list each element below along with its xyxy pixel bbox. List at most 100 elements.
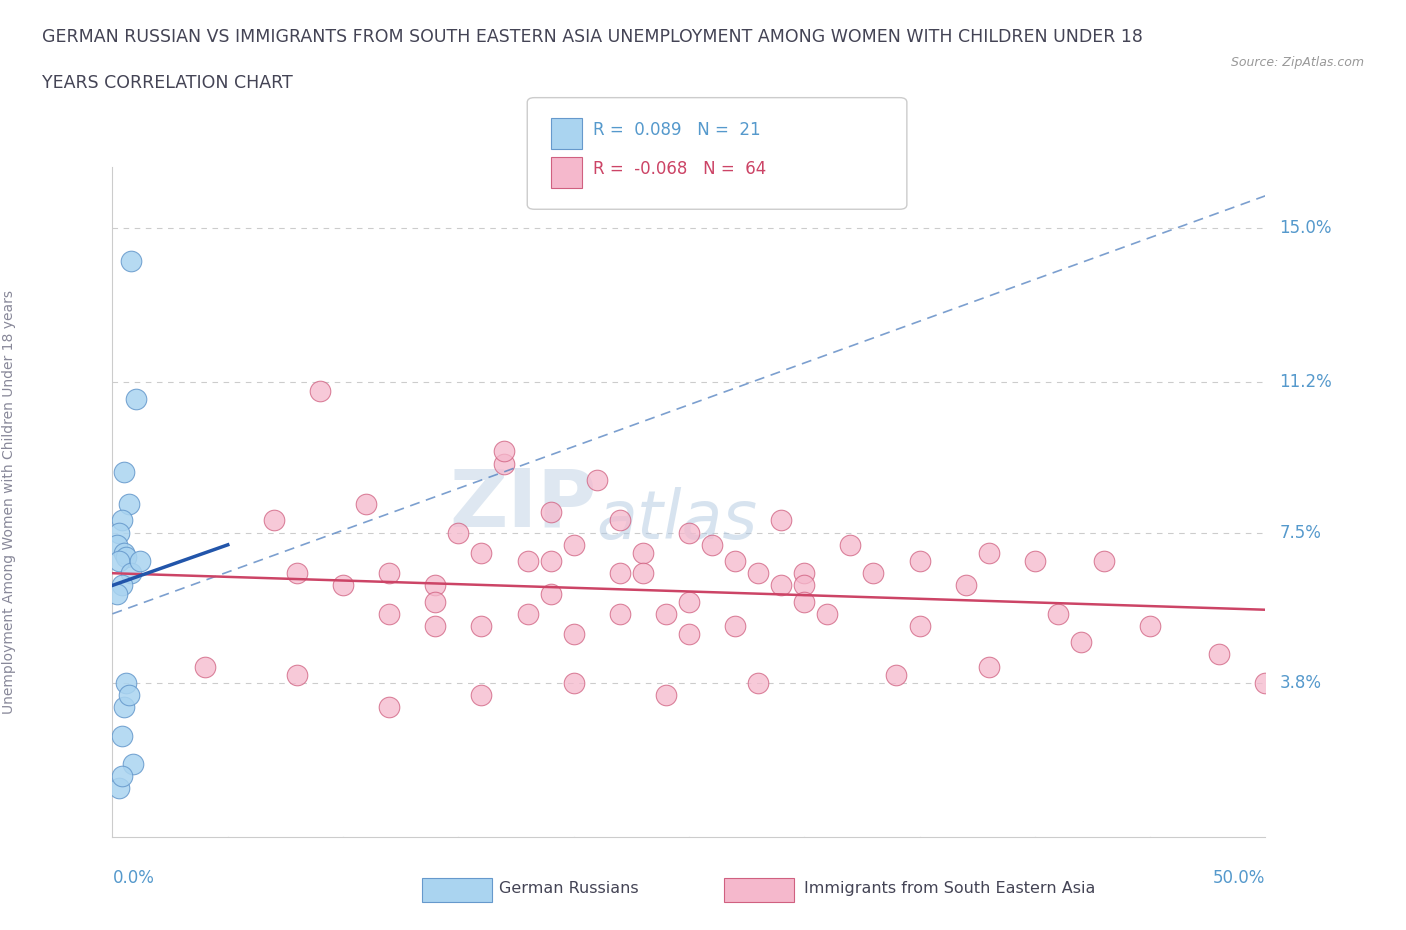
Point bbox=[105, 586, 128, 601]
Point bbox=[111, 513, 134, 528]
Point bbox=[793, 565, 815, 580]
Point bbox=[120, 253, 142, 268]
Point bbox=[770, 513, 793, 528]
Point bbox=[494, 444, 516, 458]
Text: atlas: atlas bbox=[596, 487, 758, 553]
Point bbox=[1092, 553, 1115, 568]
Text: 15.0%: 15.0% bbox=[1279, 219, 1331, 237]
Point bbox=[117, 497, 139, 512]
Text: 0.0%: 0.0% bbox=[112, 870, 155, 887]
Text: Immigrants from South Eastern Asia: Immigrants from South Eastern Asia bbox=[804, 881, 1095, 896]
Text: YEARS CORRELATION CHART: YEARS CORRELATION CHART bbox=[42, 74, 292, 92]
Point bbox=[111, 728, 134, 743]
Point bbox=[263, 513, 285, 528]
Point bbox=[631, 546, 654, 561]
Point bbox=[378, 606, 401, 621]
Text: R =  -0.068   N =  64: R = -0.068 N = 64 bbox=[593, 160, 766, 178]
Point bbox=[332, 578, 354, 592]
Point bbox=[700, 538, 723, 552]
Point bbox=[585, 472, 607, 487]
Point bbox=[540, 553, 562, 568]
Point bbox=[494, 457, 516, 472]
Text: ZIP: ZIP bbox=[450, 465, 596, 543]
Point bbox=[815, 606, 838, 621]
Point bbox=[540, 586, 562, 601]
Point bbox=[793, 578, 815, 592]
Point bbox=[470, 618, 492, 633]
Point bbox=[1254, 675, 1277, 690]
Point bbox=[108, 781, 131, 796]
Point bbox=[724, 618, 747, 633]
Point bbox=[117, 687, 139, 702]
Point bbox=[724, 553, 747, 568]
Point bbox=[609, 606, 631, 621]
Point bbox=[977, 659, 1000, 674]
Point bbox=[111, 769, 134, 784]
Point bbox=[285, 565, 308, 580]
Text: 7.5%: 7.5% bbox=[1279, 524, 1322, 541]
Point bbox=[112, 464, 135, 479]
Point bbox=[540, 505, 562, 520]
Point bbox=[516, 553, 538, 568]
Point bbox=[793, 594, 815, 609]
Text: Unemployment Among Women with Children Under 18 years: Unemployment Among Women with Children U… bbox=[1, 290, 15, 714]
Point bbox=[309, 383, 332, 398]
Text: German Russians: German Russians bbox=[499, 881, 638, 896]
Text: 50.0%: 50.0% bbox=[1213, 870, 1265, 887]
Point bbox=[425, 578, 447, 592]
Text: GERMAN RUSSIAN VS IMMIGRANTS FROM SOUTH EASTERN ASIA UNEMPLOYMENT AMONG WOMEN WI: GERMAN RUSSIAN VS IMMIGRANTS FROM SOUTH … bbox=[42, 28, 1143, 46]
Point bbox=[470, 687, 492, 702]
Point bbox=[378, 699, 401, 714]
Point bbox=[631, 565, 654, 580]
Point bbox=[470, 546, 492, 561]
Point bbox=[678, 525, 700, 540]
Point bbox=[1208, 647, 1230, 662]
Point bbox=[1024, 553, 1046, 568]
Point bbox=[1070, 635, 1092, 650]
Point bbox=[609, 513, 631, 528]
Point bbox=[112, 546, 135, 561]
Point bbox=[112, 699, 135, 714]
Point bbox=[129, 553, 152, 568]
Point bbox=[908, 618, 931, 633]
Point bbox=[562, 675, 585, 690]
Point bbox=[425, 618, 447, 633]
Point bbox=[120, 565, 142, 580]
Text: 11.2%: 11.2% bbox=[1279, 374, 1331, 392]
Point bbox=[609, 565, 631, 580]
Point bbox=[108, 553, 131, 568]
Point bbox=[425, 594, 447, 609]
Point bbox=[124, 392, 146, 406]
Point bbox=[516, 606, 538, 621]
Point bbox=[562, 627, 585, 642]
Point bbox=[111, 578, 134, 592]
Point bbox=[678, 594, 700, 609]
Point bbox=[908, 553, 931, 568]
Point bbox=[1046, 606, 1069, 621]
Point bbox=[678, 627, 700, 642]
Point bbox=[655, 606, 678, 621]
Point bbox=[285, 667, 308, 682]
Text: 3.8%: 3.8% bbox=[1279, 674, 1322, 692]
Point bbox=[378, 565, 401, 580]
Point bbox=[115, 550, 138, 565]
Point bbox=[108, 525, 131, 540]
Point bbox=[194, 659, 217, 674]
Point bbox=[122, 756, 145, 771]
Point bbox=[115, 675, 138, 690]
Point bbox=[655, 687, 678, 702]
Point bbox=[747, 565, 769, 580]
Point bbox=[1139, 618, 1161, 633]
Text: R =  0.089   N =  21: R = 0.089 N = 21 bbox=[593, 121, 761, 139]
Point bbox=[105, 538, 128, 552]
Point bbox=[977, 546, 1000, 561]
Point bbox=[354, 497, 377, 512]
Point bbox=[955, 578, 977, 592]
Point bbox=[562, 538, 585, 552]
Point bbox=[839, 538, 862, 552]
Point bbox=[447, 525, 470, 540]
Text: Source: ZipAtlas.com: Source: ZipAtlas.com bbox=[1230, 56, 1364, 69]
Point bbox=[862, 565, 884, 580]
Point bbox=[886, 667, 908, 682]
Point bbox=[770, 578, 793, 592]
